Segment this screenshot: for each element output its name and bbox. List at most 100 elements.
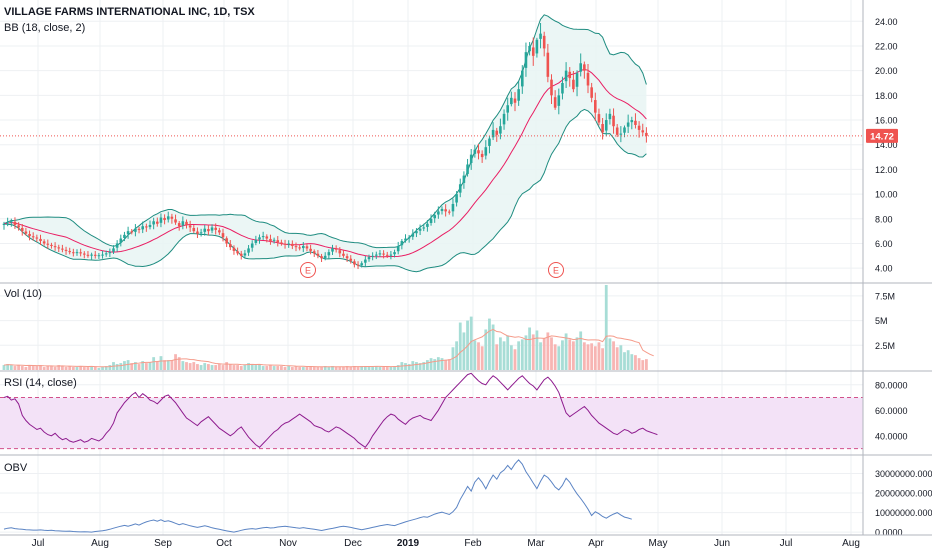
volume-bar bbox=[316, 367, 320, 370]
candle-body bbox=[83, 253, 86, 255]
candle-body bbox=[356, 264, 360, 266]
volume-bar bbox=[411, 361, 415, 370]
candle-body bbox=[342, 253, 345, 256]
candle-body bbox=[484, 147, 488, 156]
volume-bar bbox=[170, 360, 174, 370]
volume-bar bbox=[221, 365, 225, 370]
volume-bar bbox=[531, 334, 535, 370]
candle-body bbox=[316, 253, 320, 256]
candle-body bbox=[104, 253, 108, 255]
volume-bar bbox=[276, 366, 280, 370]
volume-bar bbox=[31, 366, 35, 370]
candle-body bbox=[440, 208, 444, 212]
price-tick-label: 12.00 bbox=[875, 165, 898, 175]
candle-body bbox=[583, 64, 586, 71]
candle-body bbox=[385, 254, 389, 256]
volume-bar bbox=[495, 344, 499, 370]
volume-bar bbox=[349, 367, 353, 370]
candle-body bbox=[53, 246, 57, 248]
volume-bar bbox=[75, 367, 79, 370]
candle-body bbox=[261, 236, 265, 238]
volume-bar bbox=[593, 346, 597, 370]
symbol-title[interactable]: VILLAGE FARMS INTERNATIONAL INC, 1D, TSX bbox=[4, 6, 255, 18]
x-tick-label: Apr bbox=[588, 538, 604, 549]
volume-bar bbox=[561, 340, 564, 370]
volume-bar bbox=[228, 364, 232, 370]
candle-body bbox=[469, 154, 473, 164]
rsi-legend-label[interactable]: RSI (14, close) bbox=[4, 377, 77, 389]
candle-body bbox=[539, 33, 542, 39]
volume-bar bbox=[269, 365, 272, 370]
volume-bar bbox=[396, 365, 400, 370]
price-tick-label: 20.00 bbox=[875, 66, 898, 76]
candle-body bbox=[626, 122, 630, 127]
volume-bar bbox=[619, 345, 623, 370]
candle-body bbox=[327, 252, 331, 256]
candle-body bbox=[418, 228, 422, 231]
volume-bar bbox=[185, 362, 188, 370]
candle-body bbox=[170, 216, 174, 219]
candle-body bbox=[312, 251, 316, 254]
candle-body bbox=[524, 52, 528, 68]
candle-body bbox=[437, 211, 440, 215]
candle-body bbox=[302, 245, 305, 249]
volume-bar bbox=[641, 360, 645, 370]
candle-body bbox=[50, 244, 53, 246]
volume-bar bbox=[2, 365, 6, 370]
volume-bar bbox=[68, 366, 72, 370]
candle-body bbox=[338, 250, 342, 254]
volume-bar bbox=[24, 367, 28, 370]
candle-body bbox=[214, 227, 217, 230]
candle-body bbox=[134, 228, 137, 232]
candle-body bbox=[389, 254, 393, 256]
candle-body bbox=[550, 79, 553, 96]
volume-bar bbox=[645, 359, 648, 370]
candle-body bbox=[272, 239, 276, 241]
candle-body bbox=[86, 254, 90, 256]
volume-bar bbox=[586, 344, 590, 370]
candle-body bbox=[320, 256, 323, 259]
volume-bar bbox=[323, 366, 327, 370]
candle-body bbox=[68, 251, 71, 253]
candle-body bbox=[229, 244, 232, 248]
candle-body bbox=[247, 248, 250, 253]
volume-bar bbox=[64, 367, 68, 370]
volume-bar bbox=[353, 366, 356, 370]
earnings-marker bbox=[300, 262, 316, 278]
volume-bar bbox=[148, 362, 152, 370]
candle-body bbox=[637, 125, 641, 130]
volume-bar bbox=[637, 358, 641, 370]
candle-body bbox=[572, 79, 575, 90]
bb-legend-label[interactable]: BB (18, close, 2) bbox=[4, 22, 86, 34]
volume-bar bbox=[86, 367, 90, 370]
volume-bar bbox=[152, 357, 156, 370]
candle-body bbox=[294, 246, 298, 248]
obv-legend-label[interactable]: OBV bbox=[4, 462, 28, 474]
volume-bar bbox=[520, 339, 524, 370]
volume-bar bbox=[360, 366, 364, 370]
volume-bar bbox=[389, 367, 393, 370]
candle-body bbox=[415, 231, 418, 234]
candle-body bbox=[634, 120, 637, 125]
candle-body bbox=[243, 253, 247, 256]
candle-body bbox=[488, 138, 491, 146]
volume-bar bbox=[82, 367, 86, 370]
volume-legend-label[interactable]: Vol (10) bbox=[4, 288, 42, 300]
candle-body bbox=[188, 225, 192, 228]
volume-bar bbox=[115, 364, 119, 370]
candle-body bbox=[345, 256, 349, 259]
volume-bar bbox=[517, 341, 521, 370]
candle-body bbox=[597, 114, 601, 123]
volume-bar bbox=[163, 360, 166, 370]
x-tick-label: 2019 bbox=[397, 538, 420, 549]
candle-body bbox=[641, 130, 645, 133]
candle-body bbox=[451, 203, 455, 212]
volume-bar bbox=[612, 341, 615, 370]
volume-bar bbox=[553, 344, 557, 370]
volume-bar bbox=[79, 366, 83, 370]
candle-body bbox=[203, 228, 207, 232]
volume-bar bbox=[484, 329, 488, 370]
candle-body bbox=[72, 252, 75, 254]
volume-bar bbox=[382, 367, 385, 370]
